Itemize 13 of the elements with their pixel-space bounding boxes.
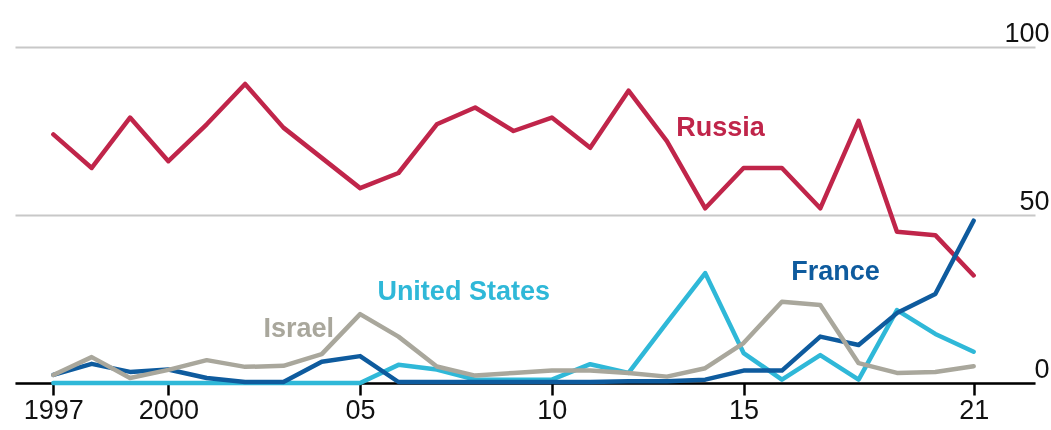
series-label: Israel [263, 313, 335, 344]
x-tick-label: 2000 [138, 394, 199, 425]
series-label: Russia [676, 111, 766, 142]
x-tick-label: 21 [959, 394, 990, 425]
text: United States [377, 276, 550, 307]
y-tick-label: 0 [1034, 353, 1050, 384]
x-tick-label: 10 [537, 394, 568, 425]
x-tick-label: 1997 [23, 394, 84, 425]
x-tick-label: 05 [345, 394, 376, 425]
x-tick-label: 15 [729, 394, 760, 425]
y-tick-label: 100 [1004, 17, 1050, 48]
series-label: France [791, 256, 880, 287]
y-tick-label: 50 [1019, 185, 1050, 216]
